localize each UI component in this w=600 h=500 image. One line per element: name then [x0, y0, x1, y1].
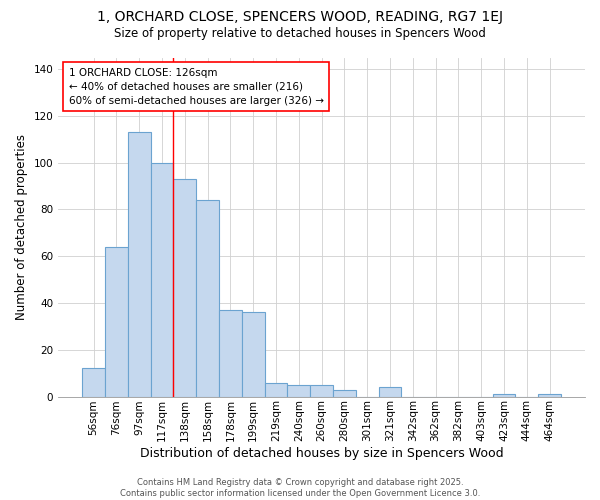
Y-axis label: Number of detached properties: Number of detached properties: [15, 134, 28, 320]
Bar: [105, 247, 128, 396]
Bar: [151, 162, 173, 396]
Bar: [82, 368, 105, 396]
Bar: [287, 385, 310, 396]
X-axis label: Distribution of detached houses by size in Spencers Wood: Distribution of detached houses by size …: [140, 447, 503, 460]
Bar: [310, 385, 333, 396]
Bar: [173, 179, 196, 396]
Text: Size of property relative to detached houses in Spencers Wood: Size of property relative to detached ho…: [114, 28, 486, 40]
Bar: [128, 132, 151, 396]
Bar: [538, 394, 561, 396]
Bar: [219, 310, 242, 396]
Bar: [196, 200, 219, 396]
Bar: [242, 312, 265, 396]
Text: 1 ORCHARD CLOSE: 126sqm
← 40% of detached houses are smaller (216)
60% of semi-d: 1 ORCHARD CLOSE: 126sqm ← 40% of detache…: [69, 68, 324, 106]
Bar: [265, 382, 287, 396]
Text: 1, ORCHARD CLOSE, SPENCERS WOOD, READING, RG7 1EJ: 1, ORCHARD CLOSE, SPENCERS WOOD, READING…: [97, 10, 503, 24]
Text: Contains HM Land Registry data © Crown copyright and database right 2025.
Contai: Contains HM Land Registry data © Crown c…: [120, 478, 480, 498]
Bar: [333, 390, 356, 396]
Bar: [379, 387, 401, 396]
Bar: [493, 394, 515, 396]
